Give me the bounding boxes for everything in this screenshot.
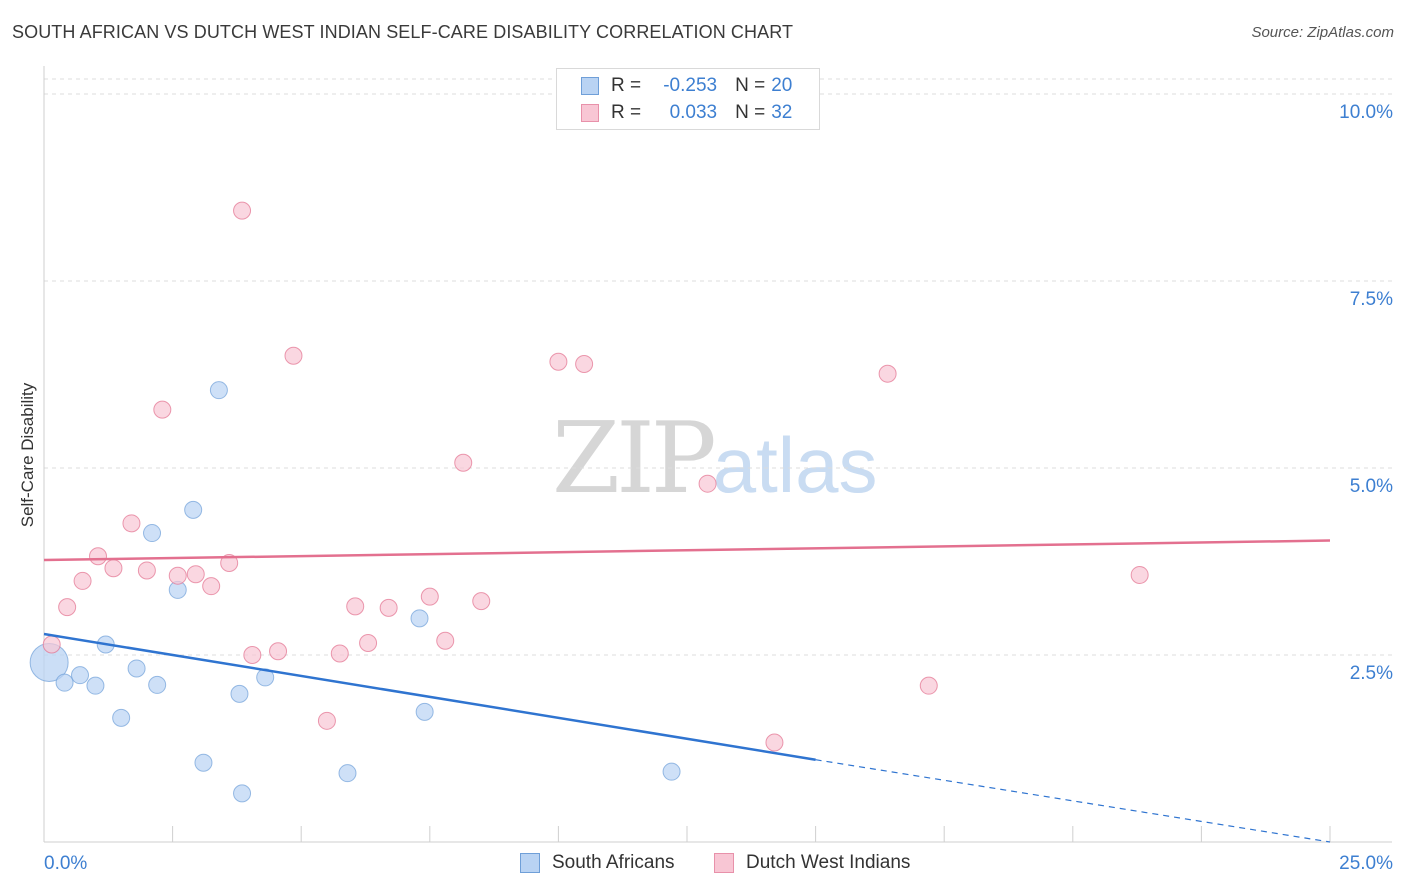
dutch-west-indian-point bbox=[346, 597, 365, 616]
chart-title: SOUTH AFRICAN VS DUTCH WEST INDIAN SELF-… bbox=[12, 22, 794, 42]
south-african-point bbox=[233, 784, 252, 803]
dutch-west-indian-point bbox=[137, 561, 156, 580]
dutch-west-indian-point bbox=[472, 592, 491, 611]
dutch-west-indian-point bbox=[698, 474, 717, 493]
legend-r-value: 0.033 bbox=[669, 102, 718, 123]
dutch-west-indian-point bbox=[379, 598, 398, 617]
dutch-west-indian-point bbox=[330, 644, 349, 663]
legend-n-value: 20 bbox=[771, 75, 793, 96]
watermark: ZIPatlas bbox=[552, 402, 878, 516]
bottom-legend-swatch-south-africans bbox=[520, 853, 540, 873]
bottom-legend-label-dutch-west-indians: Dutch West Indians bbox=[746, 852, 911, 873]
south-african-point bbox=[662, 762, 681, 781]
legend-swatch-dutch-west-indians bbox=[581, 104, 599, 122]
dutch-west-indian-point bbox=[420, 587, 439, 606]
dutch-west-indian-point bbox=[1130, 565, 1149, 584]
dutch-west-indian-point bbox=[42, 635, 61, 654]
y-axis-label: Self-Care Disability bbox=[18, 382, 37, 528]
dutch-west-indian-point bbox=[454, 453, 473, 472]
south-african-point bbox=[143, 524, 162, 543]
legend-row-dutch-west-indians: R = 0.033 N = 32 bbox=[581, 101, 792, 125]
dutch-west-indian-point bbox=[549, 352, 568, 371]
south-african-point bbox=[410, 609, 429, 628]
dutch-west-indian-point bbox=[220, 553, 239, 572]
south-african-point bbox=[184, 500, 203, 519]
dutch-west-indian-point bbox=[186, 565, 205, 584]
legend-n-label: N = bbox=[735, 102, 766, 123]
source-label: Source: ZipAtlas.com bbox=[1251, 24, 1394, 41]
x-tick-label: 0.0% bbox=[44, 853, 87, 874]
x-tick-label: 25.0% bbox=[1339, 853, 1393, 874]
legend-r-label: R = bbox=[611, 102, 642, 123]
watermark-atlas: atlas bbox=[712, 421, 878, 509]
south-african-trend-extension bbox=[815, 759, 1331, 843]
south-african-point bbox=[148, 675, 167, 694]
south-african-point bbox=[86, 676, 105, 695]
south-african-point bbox=[55, 673, 74, 692]
dutch-west-indian-point bbox=[233, 201, 252, 220]
dutch-west-indian-point bbox=[284, 346, 303, 365]
dutch-west-indian-point bbox=[104, 559, 123, 578]
dutch-west-indian-point bbox=[317, 711, 336, 730]
dutch-west-indian-point bbox=[878, 364, 897, 383]
dutch-west-indian-point bbox=[575, 355, 594, 374]
bottom-legend-dutch-west-indians: Dutch West Indians bbox=[714, 852, 910, 874]
dutch-west-indian-point bbox=[168, 566, 187, 585]
south-african-point bbox=[415, 702, 434, 721]
bottom-legend-label-south-africans: South Africans bbox=[552, 852, 675, 873]
south-african-point bbox=[127, 659, 146, 678]
dutch-west-indian-trend-line bbox=[43, 539, 1331, 562]
correlation-legend: R = -0.253 N = 20 R = 0.033 N = 32 bbox=[556, 68, 820, 130]
dutch-west-indian-point bbox=[73, 571, 92, 590]
watermark-zip: ZIP bbox=[552, 402, 717, 516]
south-african-point bbox=[230, 684, 249, 703]
dutch-west-indian-point bbox=[359, 634, 378, 653]
y-tick-label: 5.0% bbox=[1350, 476, 1393, 497]
bottom-legend-swatch-dutch-west-indians bbox=[714, 853, 734, 873]
dutch-west-indian-point bbox=[89, 547, 108, 566]
dutch-west-indian-point bbox=[122, 514, 141, 533]
south-african-point bbox=[112, 708, 131, 727]
legend-r-label: R = bbox=[611, 75, 642, 96]
legend-r-value: -0.253 bbox=[663, 75, 718, 96]
south-african-point bbox=[209, 381, 228, 400]
dutch-west-indian-point bbox=[58, 598, 77, 617]
dutch-west-indian-point bbox=[202, 577, 221, 596]
bottom-legend-south-africans: South Africans bbox=[520, 852, 675, 874]
dutch-west-indian-point bbox=[436, 631, 455, 650]
dutch-west-indian-point bbox=[243, 645, 262, 664]
legend-n-value: 32 bbox=[771, 102, 793, 123]
y-tick-label: 10.0% bbox=[1339, 102, 1393, 123]
legend-n-label: N = bbox=[735, 75, 766, 96]
dutch-west-indian-point bbox=[269, 642, 288, 661]
south-african-trend-line bbox=[43, 632, 816, 761]
dutch-west-indian-point bbox=[919, 676, 938, 695]
legend-row-south-africans: R = -0.253 N = 20 bbox=[581, 74, 792, 98]
y-tick-label: 2.5% bbox=[1350, 663, 1393, 684]
y-tick-label: 7.5% bbox=[1350, 289, 1393, 310]
legend-swatch-south-africans bbox=[581, 77, 599, 95]
south-african-point bbox=[338, 764, 357, 783]
dutch-west-indian-point bbox=[153, 400, 172, 419]
south-african-point bbox=[194, 753, 213, 772]
south-african-point bbox=[71, 666, 90, 685]
dutch-west-indian-point bbox=[765, 733, 784, 752]
